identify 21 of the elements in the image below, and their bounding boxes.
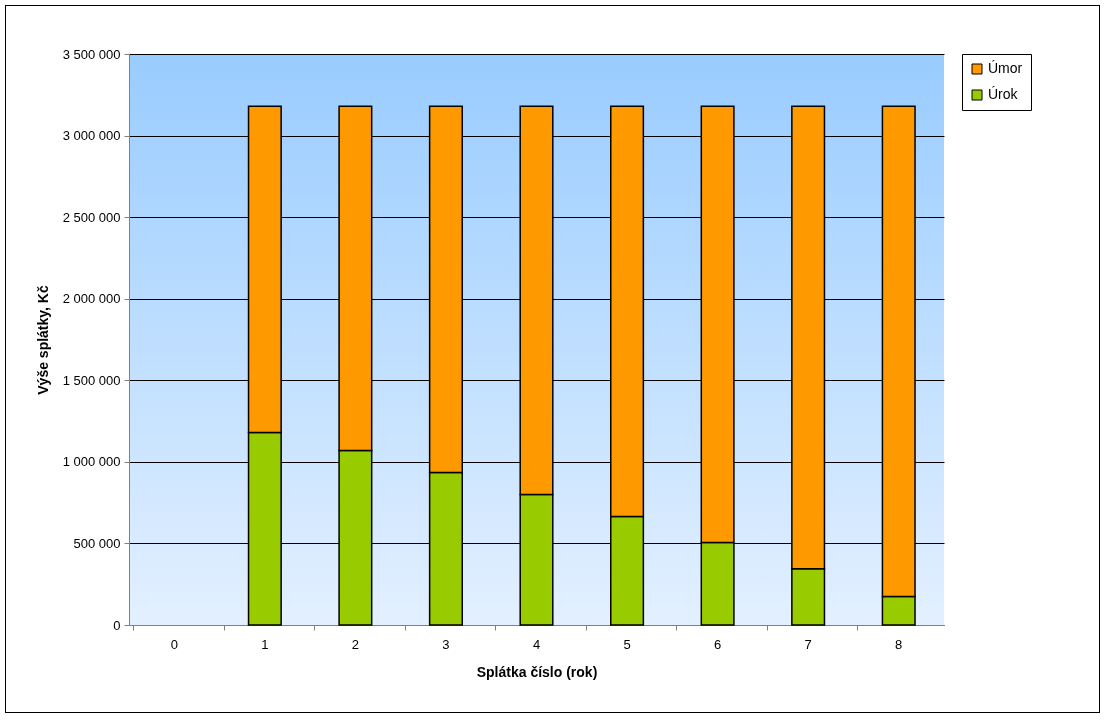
y-tick-label: 500 000 (73, 535, 121, 551)
x-tick-label: 6 (713, 636, 722, 652)
y-axis-title: Výše splátky, Kč (34, 285, 51, 395)
y-tick-label: 2 500 000 (62, 209, 121, 225)
x-tick-label: 1 (261, 636, 269, 652)
x-tick-label: 3 (442, 636, 450, 652)
x-tick-label: 8 (895, 636, 903, 652)
legend-label: Úrok (988, 86, 1019, 102)
x-tick-label: 4 (532, 636, 541, 652)
y-tick-label: 2 000 000 (62, 291, 121, 307)
x-tick-label: 0 (170, 636, 178, 652)
y-tick-label: 1 500 000 (62, 372, 121, 388)
x-tick-label: 5 (623, 636, 631, 652)
legend-label: Úmor (988, 60, 1023, 76)
x-tick-label: 2 (351, 636, 360, 652)
x-tick-label: 7 (804, 636, 812, 652)
x-axis-title: Splátka číslo (rok) (476, 663, 598, 680)
y-tick-label: 3 000 000 (62, 128, 121, 144)
y-tick-label: 1 000 000 (62, 454, 121, 470)
y-tick-label: 3 500 000 (62, 46, 121, 62)
y-tick-label: 0 (113, 617, 121, 633)
